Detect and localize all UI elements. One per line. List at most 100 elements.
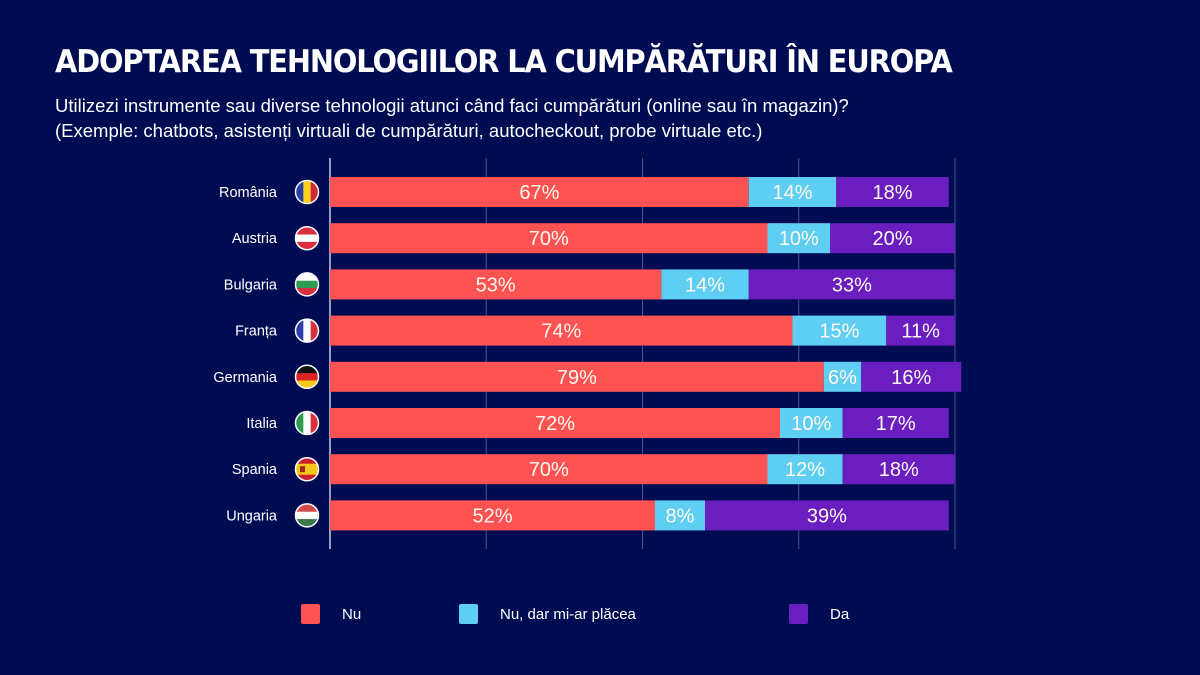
category-label: Franța [235, 324, 278, 340]
bulgaria-flag-icon [296, 273, 318, 296]
data-label: 20% [872, 228, 912, 250]
bar-segment-da [886, 315, 955, 346]
data-label: 14% [772, 182, 812, 204]
flag-stripe [296, 273, 318, 282]
data-label: 18% [872, 182, 912, 204]
data-label: 16% [891, 367, 931, 389]
bar-segment-nu-dar [823, 361, 862, 392]
data-label: 6% [828, 367, 857, 389]
bar-segment-nu [330, 223, 768, 254]
bar-segment-da [705, 500, 949, 531]
bar-segment-nu-dar [655, 500, 705, 531]
bar-segment-nu [330, 500, 655, 531]
flag-stripe [296, 241, 318, 250]
bar-segment-nu-dar [748, 177, 837, 207]
flag-stripe [296, 373, 318, 381]
legend-swatch-da [789, 604, 808, 624]
flag-stripe [296, 181, 304, 203]
flag-border [294, 503, 320, 528]
flag-stripe [296, 511, 318, 520]
bar-segment-da [842, 408, 949, 438]
austria-flag-icon [296, 227, 318, 250]
bar-segment-nu-dar [661, 269, 749, 300]
data-label: 12% [785, 459, 825, 481]
spain-flag-icon [296, 458, 318, 481]
category-label: Spania [232, 462, 278, 478]
flag-stripe [296, 288, 318, 296]
data-label: 52% [472, 505, 512, 527]
data-label: 14% [685, 274, 725, 296]
flag-stripe [310, 181, 318, 203]
gridlines [329, 158, 956, 549]
category-labels: România Austria Bulgaria Franța Germania Ital… [213, 185, 278, 524]
germany-flag-icon [296, 365, 318, 388]
bar-segment-nu [330, 269, 662, 300]
bars: 67% 14% 18% 70% 10% 20% 53% 14% 33% 74% 15% 11% 79% 6… [330, 177, 962, 531]
category-label: Austria [232, 231, 278, 247]
flag-border [294, 318, 320, 343]
data-label: 18% [879, 459, 919, 481]
flag-stripe [296, 504, 318, 513]
italy-flag-icon [296, 412, 318, 434]
bar-segment-da [836, 177, 949, 207]
flag-stripe [303, 319, 312, 342]
data-label: 11% [901, 321, 940, 343]
data-label: 10% [791, 413, 831, 435]
flag-stripe [296, 380, 318, 388]
flag-stripe [296, 474, 318, 481]
bar-segment-da [861, 361, 962, 392]
flag-emblem [300, 466, 305, 473]
flag-border [294, 410, 320, 436]
flag-stripe [296, 227, 318, 236]
data-label: 79% [557, 367, 597, 389]
category-label: Germania [213, 370, 278, 386]
bar-segment-nu [330, 315, 793, 346]
data-label: 70% [529, 228, 569, 250]
flag-stripe [296, 463, 318, 476]
data-label: 72% [535, 413, 575, 435]
bar-segment-nu [330, 361, 824, 392]
chart-title: ADOPTAREA TEHNOLOGIILOR LA CUMPĂRĂTURI Î… [55, 44, 953, 80]
category-label: Bulgaria [224, 277, 278, 293]
bar-segment-da [748, 269, 955, 300]
legend-label-nu: Nu [342, 605, 362, 623]
flag-border [294, 456, 320, 482]
flag-border [294, 272, 320, 297]
flag-border [294, 225, 320, 251]
category-label: Ungaria [226, 508, 278, 524]
bar-segment-nu [330, 408, 780, 438]
legend-item-nu-dar: Nu, dar mi-ar plăcea [459, 604, 636, 624]
flag-stripe [296, 458, 318, 465]
flag-stripe [296, 519, 318, 527]
legend-item-nu: Nu [301, 604, 361, 624]
flag-stripe [303, 181, 312, 203]
flag-stripe [310, 412, 318, 434]
bar-segment-nu-dar [780, 408, 843, 438]
subtitle-line-1: Utilizezi instrumente sau diverse tehnol… [55, 95, 849, 116]
bar-segment-da [842, 454, 955, 485]
flag-stripe [296, 234, 318, 243]
data-label: 15% [819, 321, 859, 343]
bar-segment-nu-dar [767, 454, 843, 485]
bar-segment-da [830, 223, 955, 254]
flag-stripe [296, 319, 304, 342]
bar-segment-nu [330, 177, 749, 207]
data-label: 67% [519, 182, 559, 204]
data-label: 33% [832, 274, 872, 296]
flag-stripe [296, 412, 304, 434]
romania-flag-icon [296, 181, 318, 203]
france-flag-icon [296, 319, 318, 342]
legend-swatch-nu [301, 604, 320, 624]
flag-stripe [296, 365, 318, 374]
bar-segment-nu-dar [792, 315, 887, 346]
data-label: 74% [541, 321, 581, 343]
bar-segment-nu-dar [767, 223, 830, 254]
data-label: 8% [666, 505, 695, 527]
chart-subtitle: Utilizezi instrumente sau diverse tehnol… [55, 93, 849, 143]
subtitle-line-2: (Exemple: chatbots, asistenți virtuali d… [55, 120, 763, 141]
category-label: România [219, 185, 278, 201]
legend-label-nu-dar: Nu, dar mi-ar plăcea [500, 605, 636, 623]
flag-stripe [296, 280, 318, 289]
category-label: Italia [246, 416, 278, 432]
